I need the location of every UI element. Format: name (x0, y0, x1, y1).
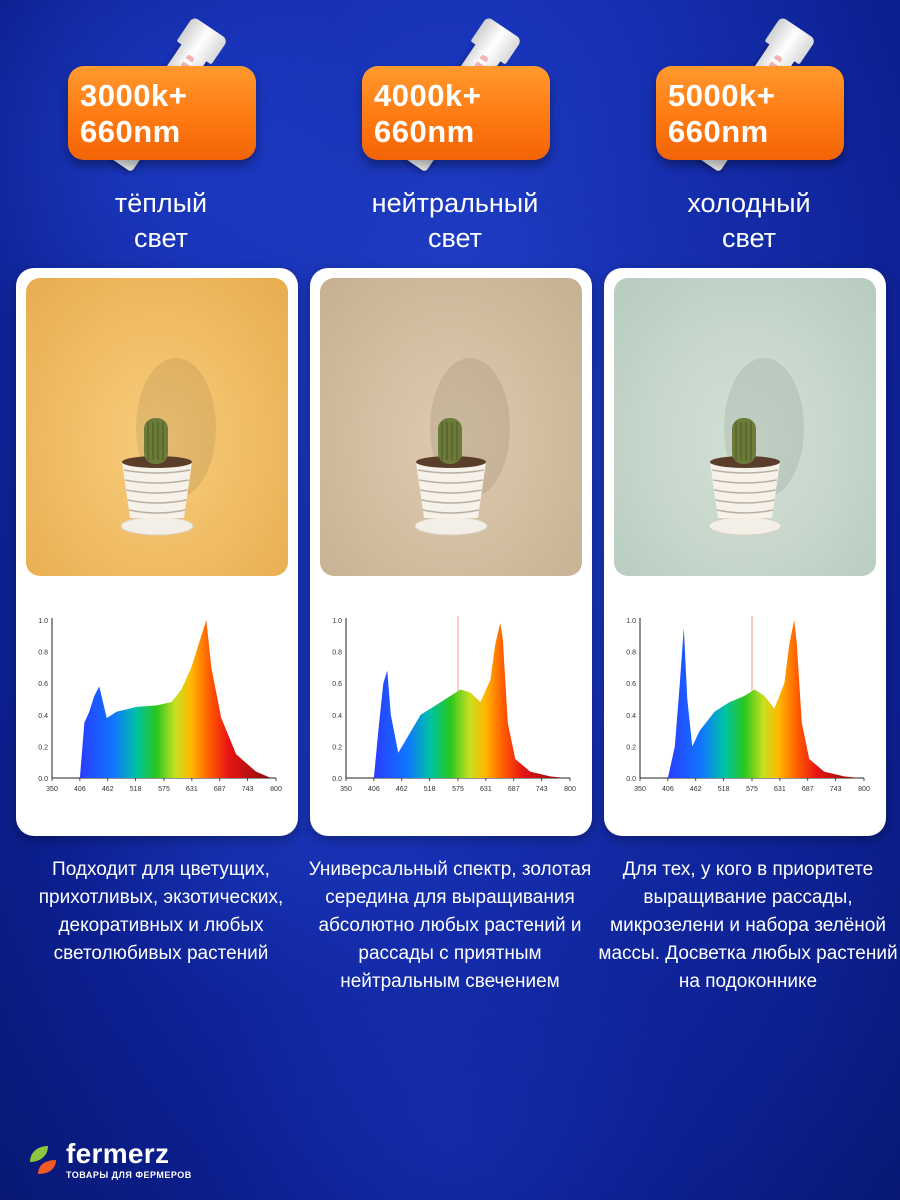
x-tick-label: 406 (368, 786, 380, 793)
y-tick-label: 0.2 (626, 744, 636, 751)
x-tick-label: 631 (480, 786, 492, 793)
cactus-pot-drawing (708, 358, 804, 536)
y-tick-label: 0.4 (626, 713, 636, 720)
spectrum-chart: 0.0 0.2 0.4 0.6 0.8 1.0 350 406 462 518 575 631 687 7… (320, 608, 582, 808)
spectrum-chart: 0.0 0.2 0.4 0.6 0.8 1.0 350 406 462 518 575 631 687 7… (614, 608, 876, 808)
leaf-logo-icon (30, 1146, 56, 1174)
spectrum-area (79, 620, 272, 778)
x-tick-label: 575 (452, 786, 464, 793)
y-tick-label: 0.6 (332, 681, 342, 688)
variant-column-warm: 3000k+ 660nm тёплый свет 0.0 0.2 0.4 0.6 0.8… (16, 0, 306, 1100)
y-tick-label: 1.0 (38, 618, 48, 625)
y-tick-label: 0.0 (626, 776, 636, 783)
x-tick-label: 575 (158, 786, 170, 793)
variant-column-cold: 5000k+ 660nm холодный свет 0.0 0.2 0.4 0.6 0… (598, 0, 898, 1100)
cactus-photo (26, 278, 288, 576)
x-tick-label: 743 (242, 786, 254, 793)
y-tick-label: 0.2 (38, 744, 48, 751)
y-tick-label: 0.6 (38, 681, 48, 688)
spectrum-card: 0.0 0.2 0.4 0.6 0.8 1.0 350 406 462 518 575 631 687 7… (16, 268, 298, 836)
x-tick-label: 575 (746, 786, 758, 793)
badge-wavelength: 660nm (80, 114, 181, 149)
badge-temperature: 4000k+ (374, 78, 482, 113)
y-tick-label: 1.0 (332, 618, 342, 625)
badge-temperature: 5000k+ (668, 78, 776, 113)
spec-badge: 4000k+ 660nm (362, 66, 550, 160)
brand-logo[interactable]: fermerz ТОВАРЫ ДЛЯ ФЕРМЕРОВ (26, 1138, 226, 1188)
variant-description: Для тех, у кого в приоритете выращивание… (598, 859, 898, 992)
light-type-title: нейтральный свет (371, 188, 539, 253)
light-type-title: тёплый свет (114, 188, 208, 253)
x-tick-label: 350 (340, 786, 352, 793)
y-tick-label: 0.8 (332, 650, 342, 657)
y-tick-label: 0.4 (38, 713, 48, 720)
x-tick-label: 687 (508, 786, 520, 793)
x-tick-label: 631 (774, 786, 786, 793)
x-tick-label: 687 (802, 786, 814, 793)
x-tick-label: 462 (396, 786, 408, 793)
y-tick-label: 0.6 (626, 681, 636, 688)
x-tick-label: 518 (718, 786, 730, 793)
x-tick-label: 406 (662, 786, 674, 793)
badge-temperature: 3000k+ (80, 78, 188, 113)
variant-column-neutral: 4000k+ 660nm нейтральный свет 0.0 0.2 0.4 0… (309, 0, 600, 1100)
cactus-photo (320, 278, 582, 576)
y-tick-label: 0.4 (332, 713, 342, 720)
x-tick-label: 350 (46, 786, 58, 793)
x-tick-label: 462 (102, 786, 114, 793)
variant-description: Подходит для цветущих, прихотливых, экзо… (38, 859, 284, 964)
x-tick-label: 743 (536, 786, 548, 793)
x-tick-label: 800 (270, 786, 282, 793)
y-tick-label: 0.8 (38, 650, 48, 657)
badge-wavelength: 660nm (668, 114, 769, 149)
brand-name: fermerz (66, 1138, 170, 1169)
x-tick-label: 743 (830, 786, 842, 793)
x-tick-label: 631 (186, 786, 198, 793)
x-tick-label: 350 (634, 786, 646, 793)
x-tick-label: 687 (214, 786, 226, 793)
brand-tagline: ТОВАРЫ ДЛЯ ФЕРМЕРОВ (66, 1170, 192, 1180)
spectrum-chart: 0.0 0.2 0.4 0.6 0.8 1.0 350 406 462 518 575 631 687 7… (26, 608, 288, 808)
x-tick-label: 800 (564, 786, 576, 793)
x-tick-label: 518 (424, 786, 436, 793)
y-tick-label: 0.2 (332, 744, 342, 751)
cactus-pot-drawing (120, 358, 216, 536)
spec-badge: 5000k+ 660nm (656, 66, 844, 160)
spectrum-area (667, 620, 860, 778)
y-tick-label: 0.0 (332, 776, 342, 783)
variant-description: Универсальный спектр, золотая середина д… (308, 859, 592, 992)
y-tick-label: 0.0 (38, 776, 48, 783)
y-tick-label: 0.8 (626, 650, 636, 657)
light-type-title: холодный свет (687, 188, 811, 253)
spec-badge: 3000k+ 660nm (68, 66, 256, 160)
spectrum-card: 0.0 0.2 0.4 0.6 0.8 1.0 350 406 462 518 575 631 687 7… (310, 268, 592, 836)
badge-wavelength: 660nm (374, 114, 475, 149)
spectrum-card: 0.0 0.2 0.4 0.6 0.8 1.0 350 406 462 518 575 631 687 7… (604, 268, 886, 836)
y-tick-label: 1.0 (626, 618, 636, 625)
cactus-photo (614, 278, 876, 576)
x-tick-label: 462 (690, 786, 702, 793)
cactus-pot-drawing (414, 358, 510, 536)
x-tick-label: 800 (858, 786, 870, 793)
spectrum-area (373, 623, 566, 778)
x-tick-label: 406 (74, 786, 86, 793)
x-tick-label: 518 (130, 786, 142, 793)
